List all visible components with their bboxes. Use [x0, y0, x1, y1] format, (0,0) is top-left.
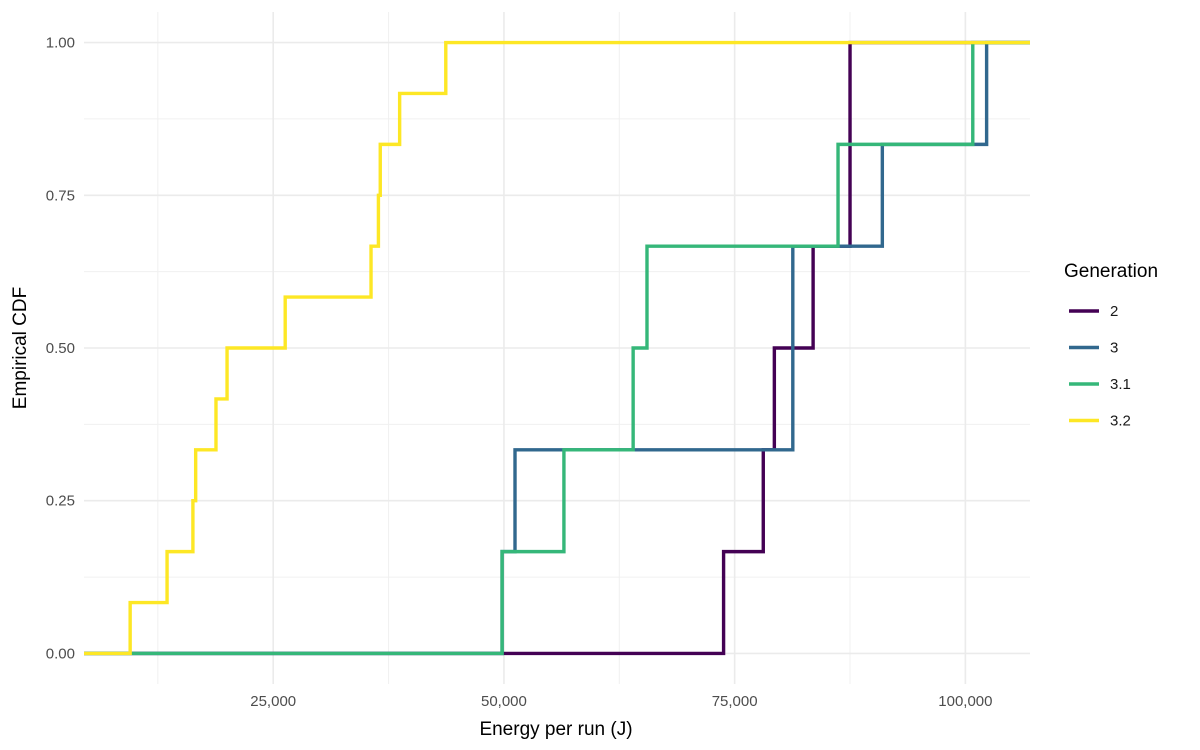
x-tick-label: 100,000	[938, 693, 992, 710]
y-axis-title: Empirical CDF	[10, 287, 31, 409]
x-axis-title: Energy per run (J)	[479, 719, 632, 740]
x-tick-label: 75,000	[712, 693, 758, 710]
x-axis-tick-labels: 25,000 50,000 75,000 100,000	[250, 693, 992, 710]
legend-label: 3.1	[1110, 376, 1131, 393]
y-tick-label: 0.75	[46, 187, 75, 204]
y-tick-label: 0.50	[46, 340, 75, 357]
legend-label: 3	[1110, 340, 1118, 357]
legend-label: 3.2	[1110, 413, 1131, 430]
y-tick-label: 1.00	[46, 35, 75, 52]
legend-label: 2	[1110, 303, 1118, 320]
x-tick-label: 25,000	[250, 693, 296, 710]
y-tick-label: 0.00	[46, 645, 75, 662]
x-tick-label: 50,000	[481, 693, 527, 710]
legend-title: Generation	[1064, 261, 1158, 282]
series-lines	[84, 40, 1030, 656]
y-tick-label: 0.25	[46, 493, 75, 510]
series-line-3-2	[84, 40, 1030, 656]
y-axis-tick-labels: 0.00 0.25 0.50 0.75 1.00	[46, 35, 75, 663]
legend: Generation 2 3 3.1 3.2	[1064, 261, 1158, 430]
series-line-3-1	[84, 40, 1030, 656]
